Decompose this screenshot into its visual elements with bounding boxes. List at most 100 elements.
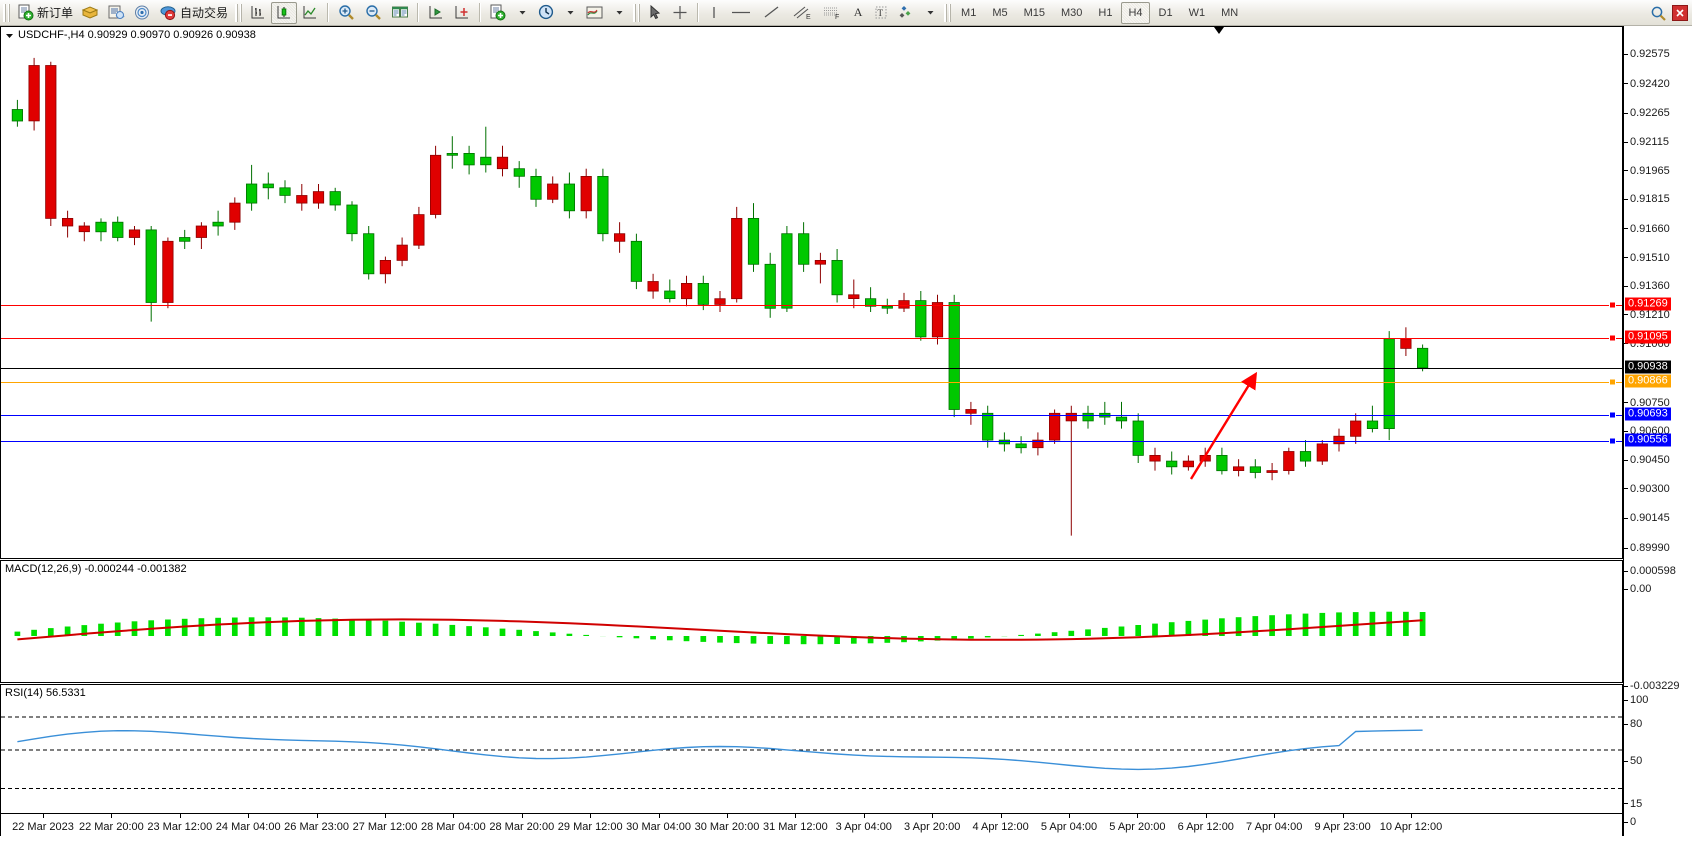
zoom-in-button[interactable] (333, 2, 360, 24)
wallet-icon (81, 6, 99, 19)
time-tick (1137, 814, 1139, 818)
level-handle-order-level[interactable] (1609, 378, 1616, 386)
cursor-button[interactable] (643, 2, 667, 24)
navigator-icon (135, 5, 150, 20)
terminal-button[interactable] (103, 2, 129, 24)
templates-button[interactable] (581, 2, 608, 24)
new-order-button[interactable]: 新订单 (13, 2, 77, 24)
timeframe-mn[interactable]: MN (1221, 6, 1239, 19)
price-label-support-1[interactable]: 0.90693 (1625, 407, 1671, 421)
toolbar-separator-2 (417, 3, 420, 22)
level-line-support-2[interactable] (1, 440, 1622, 442)
cursor-icon (650, 4, 661, 20)
shapes-dropdown[interactable] (919, 2, 941, 24)
timeframe-d1[interactable]: D1 (1158, 6, 1173, 19)
price-label-support-2[interactable]: 0.90556 (1625, 433, 1671, 447)
navigator-button[interactable] (129, 2, 155, 24)
level-handle-support-1[interactable] (1609, 411, 1616, 419)
time-tick (590, 814, 592, 818)
level-handle-resistance-1[interactable] (1609, 301, 1616, 309)
toolbar-separator-3 (479, 3, 482, 22)
tile-windows-button[interactable] (387, 2, 413, 24)
time-label: 30 Mar 04:00 (626, 821, 692, 833)
level-handle-resistance-2[interactable] (1609, 334, 1616, 342)
timeframe-m15[interactable]: M15 (1023, 6, 1045, 19)
periods-button[interactable] (533, 2, 559, 24)
autoscroll-button[interactable] (449, 2, 475, 24)
timeframe-m5[interactable]: M5 (992, 6, 1008, 19)
bar-chart-button[interactable] (245, 2, 271, 24)
tile-windows-icon (392, 6, 409, 18)
autotrading-button[interactable]: 自动交易 (155, 2, 232, 24)
label-button[interactable]: T (869, 2, 893, 24)
templates-icon (586, 6, 603, 19)
price-axis[interactable]: 0.92575 0.92420 0.92265 0.92115 0.91965 0.918… (1623, 26, 1692, 836)
chevron-down-icon (927, 11, 934, 15)
time-label: 10 Apr 12:00 (1379, 821, 1443, 833)
periods-dropdown[interactable] (559, 2, 581, 24)
search-icon[interactable] (1650, 5, 1668, 21)
equidistant-channel-button[interactable]: E (787, 2, 817, 24)
price-chart-pane[interactable]: USDCHF-,H4 0.90929 0.90970 0.90926 0.909… (0, 26, 1623, 559)
level-line-resistance-1[interactable] (1, 304, 1622, 306)
equidistant-channel-icon: E (793, 6, 811, 21)
toolbar-grip-4[interactable] (944, 3, 953, 22)
toolbar-grip-2[interactable] (235, 3, 244, 22)
toolbar-separator-4 (697, 3, 700, 22)
period-separator-marker (1214, 27, 1224, 34)
timeframe-m1[interactable]: M1 (961, 6, 977, 19)
price-tick: 0.90145 (1624, 512, 1670, 524)
zoom-out-button[interactable] (360, 2, 387, 24)
time-label: 28 Mar 04:00 (420, 821, 486, 833)
time-label: 23 Mar 12:00 (147, 821, 213, 833)
close-icon[interactable] (1672, 5, 1688, 21)
shapes-button[interactable] (893, 2, 919, 24)
price-tick: 0.92420 (1624, 78, 1670, 90)
candlestick-chart-button[interactable] (271, 1, 298, 24)
vline-button[interactable] (703, 2, 725, 24)
level-line-order-level[interactable] (1, 381, 1622, 383)
level-line-current-price[interactable] (1, 367, 1622, 369)
price-label-resistance-1[interactable]: 0.91269 (1625, 297, 1671, 311)
toolbar-grip-3[interactable] (633, 3, 642, 22)
macd-indicator-pane[interactable]: MACD(12,26,9) -0.000244 -0.001382 (0, 560, 1623, 683)
templates-dropdown[interactable] (608, 2, 630, 24)
hline-button[interactable] (725, 2, 757, 24)
level-line-support-1[interactable] (1, 414, 1622, 416)
trendline-button[interactable] (757, 2, 787, 24)
price-tick: 0.91965 (1624, 165, 1670, 177)
level-handle-support-2[interactable] (1609, 437, 1616, 445)
toolbar-grip-1[interactable] (3, 3, 11, 22)
price-label-current-price[interactable]: 0.90938 (1625, 360, 1671, 374)
time-label: 31 Mar 12:00 (762, 821, 828, 833)
terminal-icon (108, 5, 125, 19)
price-tick: 0.90300 (1624, 483, 1670, 495)
shift-end-button[interactable] (423, 2, 449, 24)
timeframe-h4[interactable]: H4 (1121, 1, 1150, 24)
macd-tick: 0.000598 (1624, 565, 1676, 577)
time-label: 9 Apr 23:00 (1314, 821, 1371, 833)
indicators-button[interactable] (485, 2, 511, 24)
rsi-indicator-pane[interactable]: RSI(14) 56.5331 (0, 684, 1623, 814)
crosshair-button[interactable] (667, 2, 693, 24)
price-label-order-level[interactable]: 0.90866 (1625, 374, 1671, 388)
time-tick (795, 814, 797, 818)
price-tick: 0.92575 (1624, 48, 1670, 60)
timeframe-h1[interactable]: H1 (1098, 6, 1113, 19)
label-icon: T (875, 6, 887, 19)
price-label-resistance-2[interactable]: 0.91095 (1625, 330, 1671, 344)
wallet-button[interactable] (77, 2, 103, 24)
rsi-tick: 80 (1624, 718, 1642, 730)
fibo-button[interactable]: F (817, 2, 847, 24)
time-label: 28 Mar 20:00 (489, 821, 555, 833)
level-line-resistance-2[interactable] (1, 337, 1622, 339)
indicators-dropdown[interactable] (511, 2, 533, 24)
chevron-down-icon (519, 11, 526, 15)
vline-icon (713, 7, 715, 18)
timeframe-m30[interactable]: M30 (1061, 6, 1083, 19)
timeframe-w1[interactable]: W1 (1188, 6, 1206, 19)
text-button[interactable]: A (847, 2, 869, 24)
price-tick: 0.91210 (1624, 309, 1670, 321)
chevron-down-icon[interactable] (5, 31, 14, 40)
line-chart-button[interactable] (297, 2, 323, 24)
